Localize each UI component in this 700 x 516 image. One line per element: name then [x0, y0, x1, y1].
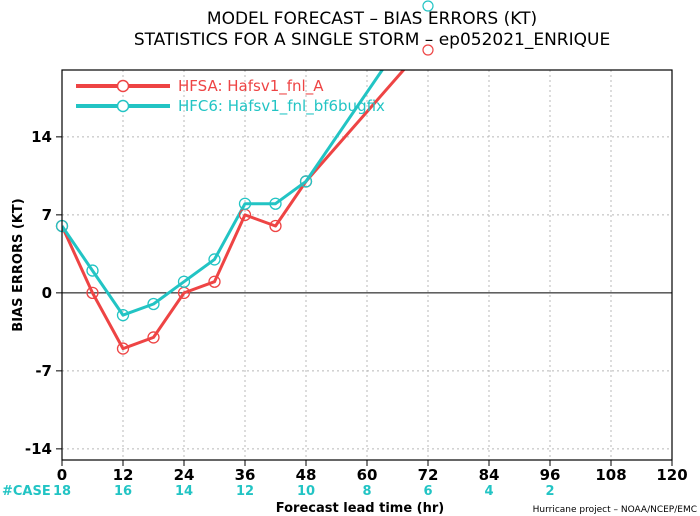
y-tick-label: -14 — [25, 440, 52, 458]
case-count: 12 — [236, 484, 254, 499]
x-axis-ticks: 0 12 24 36 48 60 72 84 96 108 120 — [57, 460, 688, 484]
data-point — [86, 264, 99, 277]
series-clip-group — [62, 70, 406, 351]
legend-label-2: HFC6: Hafsv1_fnl_bf6bugfix — [178, 97, 385, 116]
series-line-2 — [62, 70, 385, 317]
series-line-1 — [62, 70, 406, 351]
y-tick-label: 14 — [31, 128, 52, 146]
data-point — [299, 175, 313, 188]
x-tick-label: 84 — [479, 466, 500, 484]
case-count: 16 — [114, 484, 132, 499]
series-layer — [55, 0, 434, 355]
x-tick-label: 108 — [595, 466, 626, 484]
case-count: 2 — [545, 484, 554, 499]
x-tick-label: 48 — [296, 466, 317, 484]
y-tick-label: 0 — [42, 284, 52, 302]
x-tick-label: 120 — [656, 466, 687, 484]
data-point-offscale — [422, 44, 434, 56]
y-axis-ticks: -14 -7 0 7 14 — [25, 128, 62, 458]
legend-marker-2 — [116, 99, 130, 113]
data-point — [86, 286, 99, 300]
case-counts: 18 16 14 12 10 8 6 4 2 — [53, 484, 555, 499]
case-count: 8 — [362, 484, 371, 499]
data-point — [177, 275, 191, 288]
x-tick-label: 72 — [418, 466, 439, 484]
data-point — [208, 275, 221, 288]
credit-text: Hurricane project – NOAA/NCEP/EMC — [533, 505, 697, 515]
x-axis-label: Forecast lead time (hr) — [276, 501, 444, 516]
case-count: 6 — [423, 484, 432, 499]
case-row-label: #CASE — [2, 484, 51, 499]
legend-label-1: HFSA: Hafsv1_fnl_A — [178, 77, 324, 96]
data-point — [116, 308, 130, 322]
y-axis-label: BIAS ERRORS (KT) — [11, 198, 26, 331]
case-count: 10 — [297, 484, 315, 499]
data-point — [147, 331, 160, 344]
data-point — [269, 219, 282, 233]
data-point — [116, 342, 130, 355]
x-tick-label: 36 — [235, 466, 256, 484]
chart-subtitle: STATISTICS FOR A SINGLE STORM – ep052021… — [134, 30, 610, 50]
data-point — [269, 197, 282, 210]
data-point — [238, 197, 252, 210]
x-tick-label: 0 — [57, 466, 67, 484]
data-point-offscale — [422, 0, 434, 12]
x-tick-label: 96 — [540, 466, 561, 484]
data-point — [208, 253, 221, 266]
x-tick-label: 24 — [174, 466, 195, 484]
case-row: #CASE 18 16 14 12 10 8 6 4 2 — [2, 484, 555, 499]
y-tick-label: 7 — [42, 206, 52, 224]
chart-title: MODEL FORECAST – BIAS ERRORS (KT) — [207, 9, 537, 29]
legend-marker-1 — [116, 79, 130, 93]
grid — [62, 70, 672, 460]
x-tick-label: 60 — [357, 466, 378, 484]
plot-area — [55, 0, 673, 461]
y-tick-label: -7 — [35, 362, 52, 380]
case-count: 14 — [175, 484, 193, 499]
x-tick-label: 12 — [113, 466, 134, 484]
data-point — [147, 297, 160, 311]
case-count: 4 — [484, 484, 493, 499]
case-count: 18 — [53, 484, 71, 499]
